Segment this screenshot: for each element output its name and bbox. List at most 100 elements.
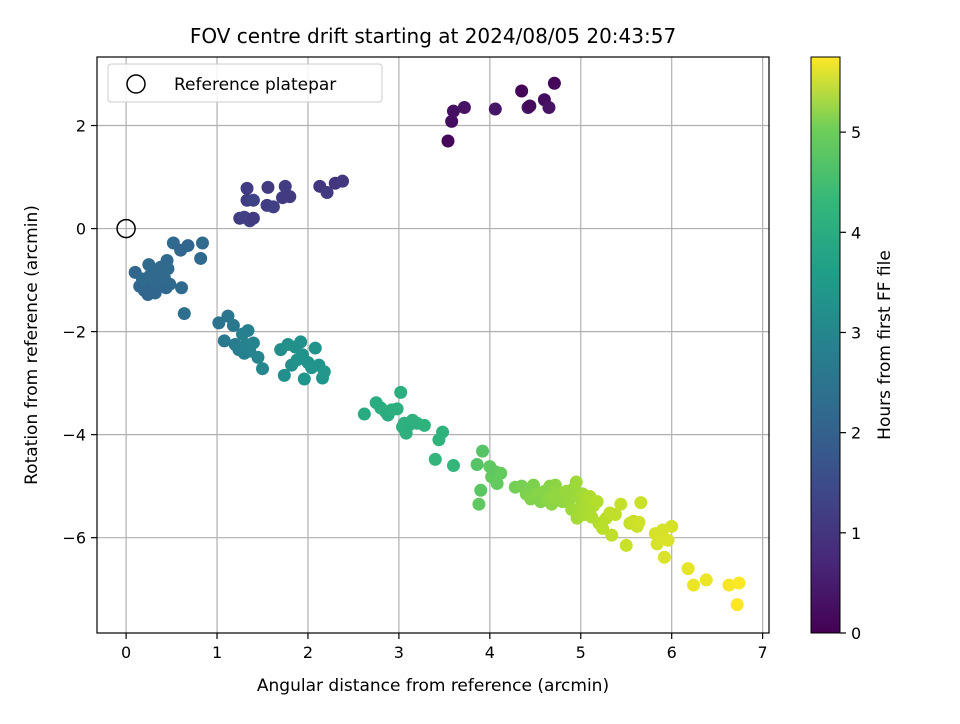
data-point	[687, 578, 701, 592]
y-axis-ticks: 2 0 −2 −4 −6	[62, 117, 97, 548]
data-point	[446, 459, 460, 473]
data-point	[457, 100, 471, 114]
data-point	[436, 425, 450, 439]
data-point	[394, 385, 408, 399]
data-point	[619, 538, 633, 552]
data-point	[470, 458, 484, 472]
y-tick-label: −4	[62, 426, 86, 445]
data-point	[441, 134, 455, 148]
data-point	[181, 239, 195, 253]
data-point	[217, 334, 231, 348]
data-point	[251, 350, 265, 364]
legend: Reference platepar	[107, 63, 383, 103]
y-axis-label: Rotation from reference (arcmin)	[22, 205, 42, 485]
legend-box	[107, 63, 383, 103]
data-point	[317, 365, 331, 379]
data-point	[390, 402, 404, 416]
data-point	[515, 84, 529, 98]
colorbar-gradient	[810, 56, 841, 634]
data-point	[261, 180, 275, 194]
data-point	[212, 316, 226, 330]
x-tick-label: 0	[121, 643, 131, 662]
colorbar-ticks: 0 1 2 3 4 5	[840, 123, 861, 643]
chart-title: FOV centre drift starting at 2024/08/05 …	[190, 24, 676, 48]
x-axis-ticks: 0 1 2 3 4 5 6 7	[121, 633, 768, 662]
data-point	[417, 418, 431, 432]
colorbar-tick-label: 2	[851, 424, 861, 443]
data-point	[175, 281, 189, 295]
data-point	[336, 174, 350, 188]
data-point	[241, 324, 255, 338]
data-point	[614, 497, 628, 511]
legend-marker-icon	[126, 74, 146, 94]
data-point	[240, 181, 254, 195]
x-tick-label: 1	[212, 643, 222, 662]
x-axis-label: Angular distance from reference (arcmin)	[257, 676, 609, 696]
data-point	[569, 475, 583, 489]
x-tick-label: 6	[667, 643, 677, 662]
data-point	[661, 533, 675, 547]
x-tick-label: 7	[758, 643, 768, 662]
data-point	[161, 262, 175, 276]
data-point	[590, 495, 604, 509]
data-point	[634, 496, 648, 510]
data-point	[732, 576, 746, 590]
data-point	[194, 251, 208, 265]
data-point	[266, 200, 280, 214]
data-point	[494, 466, 508, 480]
data-point	[320, 185, 334, 199]
data-point	[722, 578, 736, 592]
data-point	[177, 307, 191, 321]
legend-entry-reference-platepar: Reference platepar	[174, 75, 336, 95]
data-point	[255, 362, 269, 376]
y-tick-label: 2	[76, 117, 86, 136]
data-point	[488, 102, 502, 116]
data-point	[472, 497, 486, 511]
data-point	[226, 318, 240, 332]
data-point	[596, 521, 610, 535]
data-point	[730, 598, 744, 612]
data-point	[523, 99, 537, 113]
colorbar: 0 1 2 3 4 5 Hours from first FF file	[810, 56, 895, 643]
y-tick-label: −2	[62, 323, 86, 342]
data-point	[246, 211, 260, 225]
data-point	[357, 407, 371, 421]
data-point	[308, 341, 322, 355]
x-tick-label: 4	[485, 643, 495, 662]
colorbar-label: Hours from first FF file	[875, 250, 895, 440]
colorbar-tick-label: 1	[851, 524, 861, 543]
data-point	[428, 452, 442, 466]
data-point	[445, 114, 459, 128]
colorbar-tick-label: 3	[851, 323, 861, 342]
data-point	[277, 368, 291, 382]
data-point	[142, 258, 156, 272]
data-point	[547, 76, 561, 90]
data-point	[446, 104, 460, 118]
x-tick-label: 2	[303, 643, 313, 662]
data-point	[632, 515, 646, 529]
data-point	[476, 444, 490, 458]
data-points	[128, 76, 746, 612]
y-tick-label: −6	[62, 529, 86, 548]
data-point	[699, 573, 713, 587]
data-point	[608, 508, 622, 522]
data-point	[283, 190, 297, 204]
x-tick-label: 5	[576, 643, 586, 662]
data-point	[657, 550, 671, 564]
colorbar-tick-label: 0	[851, 624, 861, 643]
data-point	[490, 477, 504, 491]
x-tick-label: 3	[394, 643, 404, 662]
data-point	[542, 100, 556, 114]
data-point	[163, 277, 177, 291]
reference-platepar-marker	[116, 218, 136, 239]
data-point	[474, 483, 488, 497]
data-point	[246, 193, 260, 207]
data-point	[605, 528, 619, 542]
colorbar-tick-label: 4	[851, 223, 861, 242]
data-point	[665, 519, 679, 533]
plot-frame	[96, 56, 770, 634]
colorbar-tick-label: 5	[851, 123, 861, 142]
data-point	[195, 236, 209, 250]
y-tick-label: 0	[76, 220, 86, 239]
